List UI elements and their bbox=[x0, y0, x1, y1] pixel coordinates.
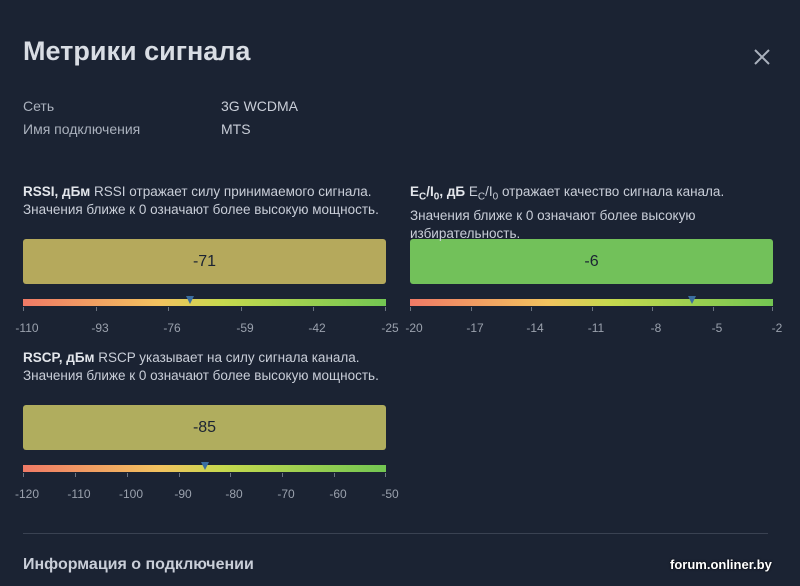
scale-tick bbox=[168, 307, 169, 311]
scale-tick-label: -80 bbox=[225, 487, 243, 501]
metric-value: -85 bbox=[192, 418, 217, 436]
scale-tick bbox=[531, 307, 532, 311]
metric-value-box: -71 bbox=[23, 239, 386, 284]
scale-tick bbox=[23, 307, 24, 311]
scale-ticks: -120 -110 -100 -90 -80 -70 -60 -50 bbox=[15, 473, 399, 501]
scale-tick-label: -8 bbox=[650, 321, 662, 335]
scale-tick-label: -42 bbox=[308, 321, 326, 335]
scale-tick bbox=[23, 473, 24, 477]
scale-tick-label: -90 bbox=[174, 487, 192, 501]
scale-tick bbox=[282, 473, 283, 477]
scale-tick-label: -50 bbox=[381, 487, 399, 501]
scale-tick-label: -100 bbox=[118, 487, 144, 501]
scale-tick-label: -11 bbox=[587, 321, 605, 335]
section-title-connection-info[interactable]: Информация о подключении bbox=[23, 556, 254, 573]
scale-tick-label: -5 bbox=[711, 321, 723, 335]
metric-description-text: RSSI отражает силу принимаемого сигнала.… bbox=[23, 184, 379, 217]
scale-tick-label: -76 bbox=[163, 321, 181, 335]
scale-gradient-bar bbox=[410, 299, 773, 306]
scale-tick bbox=[96, 307, 97, 311]
scale-tick-label: -120 bbox=[14, 487, 40, 501]
scale-ticks: -110 -93 -76 -59 -42 -25 bbox=[15, 307, 399, 335]
metric-value: -6 bbox=[584, 252, 599, 270]
scale-ticks: -20 -17 -14 -11 -8 -5 -2 bbox=[405, 307, 782, 335]
metric-name: EC/I0, дБ bbox=[410, 184, 466, 203]
scale-tick-label: -93 bbox=[91, 321, 109, 335]
info-value: 3G WCDMA bbox=[221, 98, 298, 114]
close-icon[interactable] bbox=[750, 44, 774, 70]
scale-tick-label: -60 bbox=[329, 487, 347, 501]
info-value: MTS bbox=[221, 121, 251, 137]
metric-value-box: -85 bbox=[23, 405, 386, 450]
info-row-connection-name: Имя подключения MTS bbox=[23, 121, 251, 137]
scale-tick bbox=[313, 307, 314, 311]
scale-tick bbox=[230, 473, 231, 477]
info-label: Сеть bbox=[23, 98, 55, 114]
value-marker-icon bbox=[200, 462, 209, 470]
section-divider bbox=[23, 533, 768, 534]
scale-tick bbox=[410, 307, 411, 311]
metric-name: RSCP, дБм bbox=[23, 350, 95, 365]
dialog-title: Метрики сигнала bbox=[23, 36, 251, 66]
scale-tick-label: -25 bbox=[381, 321, 399, 335]
metric-rssi: RSSI, дБм RSSI отражает силу принимаемог… bbox=[15, 183, 399, 335]
scale-tick bbox=[772, 307, 773, 311]
metric-scale: -120 -110 -100 -90 -80 -70 -60 -50 bbox=[15, 462, 399, 501]
metric-rscp: RSCP, дБм RSCP указывает на силу сигнала… bbox=[15, 349, 399, 501]
metric-value-box: -6 bbox=[410, 239, 773, 284]
scale-tick bbox=[179, 473, 180, 477]
scale-gradient-bar bbox=[23, 299, 386, 306]
scale-tick-label: -14 bbox=[526, 321, 544, 335]
scale-tick bbox=[592, 307, 593, 311]
scale-tick-label: -20 bbox=[405, 321, 423, 335]
scale-tick-label: -59 bbox=[236, 321, 254, 335]
metric-description: EC/I0, дБ EC/I0 отражает качество сигнал… bbox=[410, 184, 725, 241]
value-marker-icon bbox=[185, 296, 194, 304]
scale-tick-label: -110 bbox=[15, 321, 39, 335]
watermark: forum.onliner.by bbox=[670, 557, 772, 572]
scale-tick bbox=[334, 473, 335, 477]
scale-tick-label: -17 bbox=[466, 321, 484, 335]
scale-tick bbox=[75, 473, 76, 477]
scale-tick-label: -70 bbox=[277, 487, 295, 501]
scale-tick bbox=[241, 307, 242, 311]
metric-ecio: EC/I0, дБ EC/I0 отражает качество сигнал… bbox=[405, 183, 782, 335]
scale-tick bbox=[471, 307, 472, 311]
metric-scale: -20 -17 -14 -11 -8 -5 -2 bbox=[405, 296, 782, 335]
info-row-network: Сеть 3G WCDMA bbox=[23, 98, 298, 114]
value-marker-icon bbox=[688, 296, 697, 304]
metric-description: RSSI, дБм RSSI отражает силу принимаемог… bbox=[23, 183, 386, 239]
metric-description: RSCP, дБм RSCP указывает на силу сигнала… bbox=[23, 349, 386, 405]
scale-tick-label: -2 bbox=[771, 321, 783, 335]
metric-description-text: RSCP указывает на силу сигнала канала. З… bbox=[23, 350, 379, 383]
metric-description-text: отражает качество сигнала канала. Значен… bbox=[410, 184, 725, 241]
scale-tick bbox=[385, 473, 386, 477]
scale-tick bbox=[127, 473, 128, 477]
info-label: Имя подключения bbox=[23, 121, 141, 137]
metric-value: -71 bbox=[192, 252, 217, 270]
metric-scale: -110 -93 -76 -59 -42 -25 bbox=[15, 296, 399, 335]
scale-tick bbox=[652, 307, 653, 311]
metric-name: RSSI, дБм bbox=[23, 184, 91, 199]
scale-tick bbox=[385, 307, 386, 311]
scale-tick bbox=[713, 307, 714, 311]
scale-tick-label: -110 bbox=[67, 487, 91, 501]
